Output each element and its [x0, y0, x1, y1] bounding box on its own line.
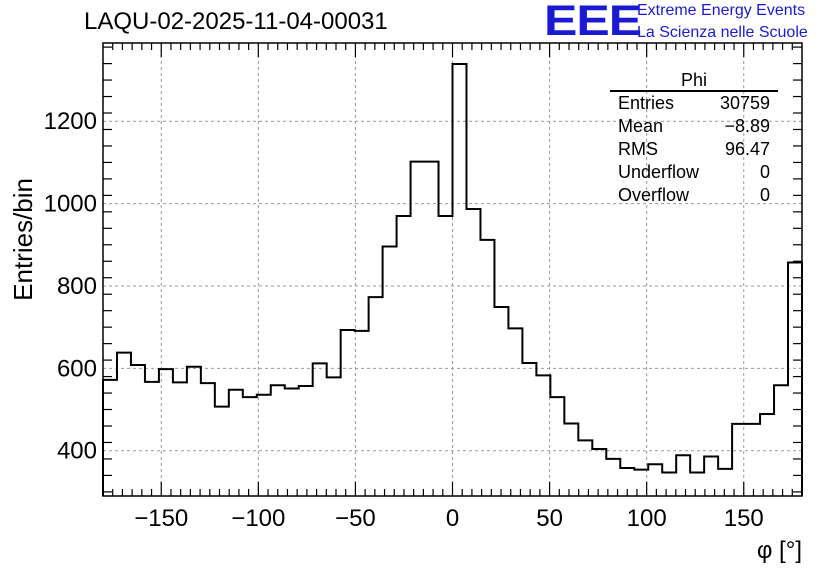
stats-label: Entries: [618, 93, 675, 113]
y-tick-label: 800: [57, 273, 97, 300]
x-tick-label: 50: [536, 505, 563, 532]
stats-row-rms: RMS 96.47: [610, 138, 778, 161]
run-title: LAQU-02-2025-11-04-00031: [84, 8, 388, 35]
x-tick-labels: −150 −100 −50 0 50 100 150: [134, 505, 764, 532]
stats-value: 96.47: [724, 139, 770, 159]
stats-value: −8.89: [724, 116, 770, 136]
x-tick-label: 150: [724, 505, 764, 532]
x-tick-label: 0: [446, 505, 459, 532]
stats-row-mean: Mean −8.89: [610, 115, 778, 138]
stats-label: Underflow: [618, 162, 700, 182]
stats-value: 0: [759, 185, 770, 205]
logo-line-2: La Scienza nelle Scuole: [637, 24, 808, 41]
stats-box: Phi Entries 30759 Mean −8.89 RMS 96.47 U…: [610, 70, 778, 207]
axis-ticks: [103, 43, 802, 496]
histogram-series: [102, 63, 803, 496]
stats-row-underflow: Underflow 0: [610, 161, 778, 184]
eee-logo-icon: EEE: [544, 0, 642, 45]
stats-row-overflow: Overflow 0: [610, 184, 778, 207]
stats-row-entries: Entries 30759: [610, 92, 778, 115]
y-tick-label: 1200: [44, 108, 97, 135]
y-tick-label: 600: [57, 355, 97, 382]
y-tick-label: 400: [57, 438, 97, 465]
x-tick-label: −150: [134, 505, 188, 532]
stats-label: Overflow: [618, 185, 690, 205]
x-tick-label: 100: [627, 505, 667, 532]
stats-value: 0: [759, 162, 770, 182]
y-tick-labels: 400 600 800 1000 1200: [44, 108, 97, 464]
y-tick-label: 1000: [44, 191, 97, 218]
stats-label: Mean: [618, 116, 664, 136]
logo-line-1: Extreme Energy Events: [637, 2, 806, 19]
x-tick-label: −100: [231, 505, 285, 532]
x-axis-label: φ [°]: [757, 537, 802, 564]
stats-title: Phi: [610, 70, 778, 92]
stats-label: RMS: [618, 139, 658, 159]
stats-value: 30759: [719, 93, 770, 113]
y-axis-label: Entries/bin: [8, 178, 38, 301]
x-tick-label: −50: [335, 505, 376, 532]
